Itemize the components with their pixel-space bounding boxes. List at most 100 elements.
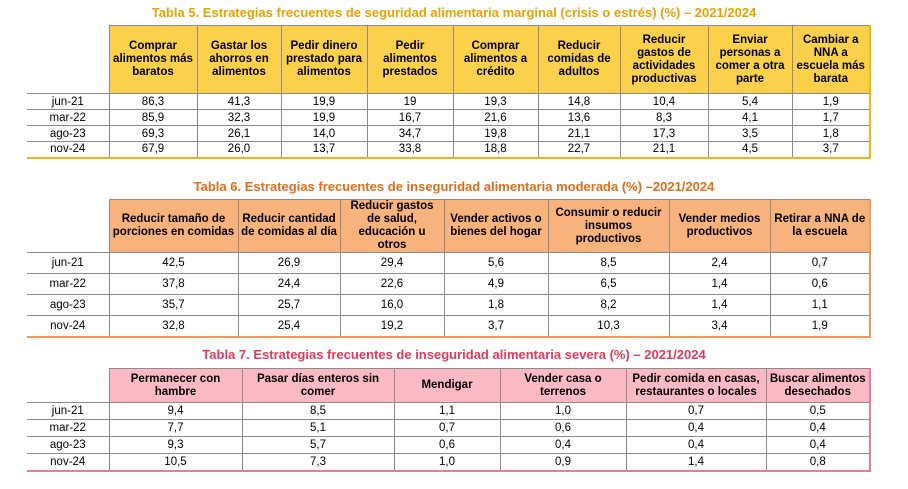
table-cell: 10,5 <box>108 453 242 471</box>
table-cell: 35,7 <box>108 294 238 316</box>
table-cell: 3,7 <box>791 141 870 158</box>
table-6-corner <box>27 199 110 253</box>
column-header: Vender medios productivos <box>668 199 771 253</box>
column-header: Pedir dinero prestado para alimentos <box>280 25 368 94</box>
table-cell: 1,0 <box>499 402 626 420</box>
table-row: nov-24 67,9 26,0 13,7 33,8 18,8 22,7 21,1 4,5 3,7 <box>27 141 870 158</box>
table-cell: 32,8 <box>108 315 238 337</box>
column-header: Reducir gastos de salud, educación u otr… <box>339 199 445 253</box>
table-6: Reducir tamaño de porciones en comidas R… <box>27 199 871 338</box>
column-header: Vender casa o terrenos <box>499 368 627 403</box>
column-header: Cambiar a NNA a escuela más barata <box>791 25 871 94</box>
column-header: Reducir cantidad de comidas al día <box>237 199 341 253</box>
table-cell: 22,7 <box>537 141 620 158</box>
table-5-corner <box>27 25 110 94</box>
table-5: Comprar alimentos más baratos Gastar los… <box>27 25 871 159</box>
table-cell: 0,7 <box>625 402 766 420</box>
table-cell: 1,9 <box>791 93 870 110</box>
table-cell: 1,8 <box>791 125 870 142</box>
table-cell: 1,4 <box>668 273 770 295</box>
column-header: Vender activos o bienes del hogar <box>443 199 549 253</box>
row-label: nov-24 <box>50 455 86 468</box>
table-cell: 19,9 <box>280 109 367 126</box>
table-cell: 1,1 <box>393 402 500 420</box>
table-cell: 14,0 <box>280 125 367 142</box>
table-cell: 19,9 <box>280 93 367 110</box>
table-row: nov-24 32,8 25,4 19,2 3,7 10,3 3,4 1,9 <box>27 315 870 337</box>
table-cell: 0,6 <box>499 419 626 437</box>
table-cell: 3,5 <box>707 125 792 142</box>
table-6-title: Tabla 6. Estrategias frecuentes de inseg… <box>193 179 715 194</box>
table-cell: 26,9 <box>237 252 340 274</box>
table-cell: 16,0 <box>339 294 444 316</box>
column-header: Consumir o reducir insumos productivos <box>547 199 670 253</box>
table-cell: 21,1 <box>619 141 708 158</box>
table-cell: 4,1 <box>707 109 792 126</box>
column-header: Enviar personas a comer a otra parte <box>707 25 793 94</box>
table-cell: 1,8 <box>443 294 548 316</box>
table-row: ago-23 9,3 5,7 0,6 0,4 0,4 0,4 <box>27 436 870 454</box>
table-row: jun-21 9,4 8,5 1,1 1,0 0,7 0,5 <box>27 402 870 420</box>
table-cell: 1,1 <box>769 294 870 316</box>
table-cell: 19,8 <box>452 125 538 142</box>
row-label: nov-24 <box>50 319 86 332</box>
table-cell: 4,9 <box>443 273 548 295</box>
table-cell: 25,4 <box>237 315 340 337</box>
table-cell: 7,3 <box>241 453 394 471</box>
table-cell: 0,6 <box>393 436 500 454</box>
table-cell: 4,5 <box>707 141 792 158</box>
column-header: Retirar a NNA de la escuela <box>769 199 871 253</box>
table-cell: 34,7 <box>366 125 453 142</box>
table-row: jun-21 86,3 41,3 19,9 19 19,3 14,8 10,4 5,4 1,9 <box>27 93 870 110</box>
table-row: jun-21 42,5 26,9 29,4 5,6 8,5 2,4 0,7 <box>27 252 870 274</box>
table-cell: 0,9 <box>499 453 626 471</box>
table-cell: 0,7 <box>769 252 870 274</box>
row-label: ago-23 <box>27 294 109 316</box>
row-label: mar-22 <box>27 273 109 295</box>
row-label: ago-23 <box>27 125 109 142</box>
table-cell: 1,7 <box>791 109 870 126</box>
table-5-title: Tabla 5. Estrategias frecuentes de segur… <box>151 5 757 20</box>
table-cell: 0,5 <box>765 402 870 420</box>
column-header: Reducir tamaño de porciones en comidas <box>108 199 239 253</box>
table-row: ago-23 35,7 25,7 16,0 1,8 8,2 1,4 1,1 <box>27 294 870 316</box>
column-header: Reducir gastos de actividades productiva… <box>619 25 709 94</box>
table-cell: 9,4 <box>108 402 242 420</box>
table-cell: 25,7 <box>237 294 340 316</box>
row-label: nov-24 <box>50 143 86 156</box>
table-cell: 1,4 <box>625 453 766 471</box>
table-cell: 0,6 <box>769 273 870 295</box>
table-cell: 32,3 <box>196 109 281 126</box>
table-cell: 0,4 <box>625 419 766 437</box>
table-cell: 1,0 <box>393 453 500 471</box>
table-cell: 5,7 <box>241 436 394 454</box>
column-header: Gastar los ahorros en alimentos <box>196 25 282 94</box>
table-cell: 8,2 <box>547 294 669 316</box>
table-cell: 8,5 <box>241 402 394 420</box>
table-row: nov-24 10,5 7,3 1,0 0,9 1,4 0,8 <box>27 453 870 471</box>
column-header: Reducir comidas de adultos <box>537 25 621 94</box>
table-cell: 0,4 <box>765 419 870 437</box>
column-header: Buscar alimentos desechados <box>765 368 871 403</box>
table-cell: 5,4 <box>707 93 792 110</box>
table-cell: 10,4 <box>619 93 708 110</box>
row-label: ago-23 <box>27 436 109 454</box>
column-header: Comprar alimentos más baratos <box>108 25 198 94</box>
column-header: Pedir alimentos prestados <box>366 25 454 94</box>
table-cell: 17,3 <box>619 125 708 142</box>
table-7-title: Tabla 7. Estrategias frecuentes de inseg… <box>202 347 706 362</box>
column-header: Permanecer con hambre <box>108 368 243 403</box>
table-cell: 13,6 <box>537 109 620 126</box>
table-cell: 24,4 <box>237 273 340 295</box>
row-label: mar-22 <box>27 419 109 437</box>
table-cell: 7,7 <box>108 419 242 437</box>
table-cell: 21,1 <box>537 125 620 142</box>
row-label: jun-21 <box>27 402 109 420</box>
table-cell: 18,8 <box>452 141 538 158</box>
table-row: ago-23 69,3 26,1 14,0 34,7 19,8 21,1 17,3 3,5 1,8 <box>27 125 870 142</box>
table-cell: 3,7 <box>443 315 548 337</box>
table-cell: 10,3 <box>547 315 669 337</box>
table-cell: 8,3 <box>619 109 708 126</box>
table-cell: 41,3 <box>196 93 281 110</box>
column-header: Mendigar <box>393 368 501 403</box>
